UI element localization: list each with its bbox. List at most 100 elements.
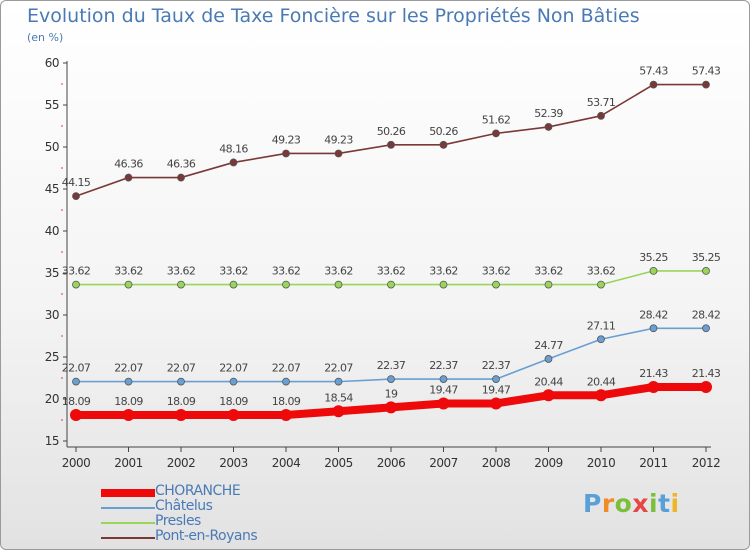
data-label-choranche: 20.44 (534, 375, 563, 388)
y-tick-label: 35 (45, 266, 59, 280)
data-label-choranche: 18.09 (114, 395, 143, 408)
x-tick-label: 2010 (587, 456, 616, 470)
data-label-presles: 33.62 (62, 265, 91, 278)
y-tick-label: 30 (45, 308, 59, 322)
data-point-pont-en-royans (177, 173, 185, 182)
data-label-presles: 33.62 (324, 265, 353, 278)
data-point-presles (229, 280, 238, 289)
data-point-ch-telus (229, 377, 238, 386)
data-point-choranche (385, 401, 397, 414)
data-label-pont-en-royans: 51.62 (482, 113, 511, 126)
data-point-pont-en-royans (282, 149, 290, 158)
y-tick-label: 15 (45, 434, 59, 448)
data-label-choranche: 18.54 (324, 391, 353, 404)
data-point-pont-en-royans (544, 123, 553, 131)
data-label-choranche: 19 (385, 387, 398, 400)
data-point-presles (334, 280, 343, 289)
data-label-ch-telus: 27.11 (587, 319, 616, 332)
data-point-pont-en-royans (387, 140, 395, 149)
data-point-choranche (542, 389, 555, 402)
legend-label-presles: Presles (155, 513, 201, 529)
y-tick-label: 60 (45, 56, 59, 70)
chart-title: Evolution du Taux de Taxe Foncière sur l… (27, 5, 640, 27)
data-point-presles (177, 280, 185, 289)
data-label-pont-en-royans: 57.43 (692, 65, 721, 78)
data-label-ch-telus: 22.07 (219, 362, 248, 375)
proxiti-logo: Proxiti (583, 489, 680, 518)
x-tick-label: 2007 (429, 456, 458, 470)
x-tick-label: 2005 (324, 456, 353, 470)
data-point-ch-telus (334, 377, 343, 386)
logo-letter: r (601, 489, 615, 518)
data-label-ch-telus: 28.42 (692, 308, 721, 321)
data-point-choranche (227, 409, 240, 422)
legend-swatch-ch-telus (101, 507, 155, 509)
data-label-pont-en-royans: 53.71 (587, 96, 616, 109)
data-label-ch-telus: 22.07 (114, 362, 143, 375)
data-label-choranche: 20.44 (587, 375, 616, 388)
data-label-ch-telus: 22.37 (429, 359, 458, 372)
data-label-ch-telus: 22.37 (377, 359, 406, 372)
data-point-ch-telus (649, 324, 658, 333)
logo-letter: o (614, 489, 633, 518)
legend-swatch-pont-en-royans (101, 537, 155, 539)
x-tick-label: 2002 (167, 456, 196, 470)
data-point-pont-en-royans (229, 158, 238, 167)
data-point-presles (439, 280, 448, 289)
data-point-presles (649, 266, 658, 275)
data-label-pont-en-royans: 57.43 (639, 65, 668, 78)
data-label-pont-en-royans: 46.36 (114, 158, 143, 171)
data-label-choranche: 21.43 (639, 367, 668, 380)
data-label-choranche: 18.09 (219, 395, 248, 408)
x-tick-label: 2006 (377, 456, 406, 470)
logo-letter: i (670, 489, 680, 518)
data-point-presles (72, 280, 80, 289)
y-tick-label: 45 (45, 182, 59, 196)
data-label-ch-telus: 22.07 (324, 362, 353, 375)
legend-label-pont-en-royans: Pont-en-Royans (155, 528, 258, 544)
y-axis-unit-label: (en %) (27, 31, 64, 44)
y-tick-label: 55 (45, 98, 59, 112)
data-label-choranche: 21.43 (692, 367, 721, 380)
legend-label-choranche: CHORANCHE (155, 483, 241, 499)
data-label-presles: 33.62 (587, 265, 616, 278)
data-point-ch-telus (492, 375, 500, 383)
data-label-pont-en-royans: 49.23 (272, 133, 301, 146)
data-label-presles: 33.62 (534, 265, 563, 278)
logo-letter: P (583, 489, 602, 518)
data-point-choranche (332, 405, 345, 418)
data-point-choranche (175, 409, 187, 422)
data-point-pont-en-royans (649, 80, 658, 89)
data-point-choranche (122, 409, 135, 422)
data-point-ch-telus (597, 335, 605, 344)
data-label-presles: 33.62 (377, 265, 406, 278)
data-label-pont-en-royans: 50.26 (377, 125, 406, 138)
data-point-pont-en-royans (702, 80, 710, 89)
data-point-pont-en-royans (124, 173, 133, 182)
data-point-pont-en-royans (72, 192, 80, 201)
x-tick-label: 2004 (272, 456, 301, 470)
data-label-presles: 33.62 (429, 265, 458, 278)
data-point-presles (702, 266, 710, 275)
data-label-choranche: 18.09 (167, 395, 196, 408)
data-point-pont-en-royans (597, 111, 605, 120)
logo-letter: t (658, 489, 671, 518)
x-tick-label: 2009 (534, 456, 563, 470)
data-point-choranche (70, 409, 82, 422)
data-label-presles: 33.62 (114, 265, 143, 278)
data-label-choranche: 19.47 (482, 383, 511, 396)
data-label-pont-en-royans: 52.39 (534, 107, 563, 120)
x-tick-label: 2003 (219, 456, 248, 470)
data-point-ch-telus (439, 375, 448, 383)
x-tick-label: 2012 (692, 456, 721, 470)
data-point-presles (597, 280, 605, 289)
data-point-choranche (437, 397, 450, 410)
logo-letter: i (649, 489, 659, 518)
legend-swatch-choranche (101, 489, 155, 497)
data-point-pont-en-royans (492, 129, 500, 138)
data-label-ch-telus: 22.07 (167, 362, 196, 375)
data-label-choranche: 19.47 (429, 383, 458, 396)
data-label-ch-telus: 28.42 (639, 308, 668, 321)
y-tick-label: 20 (45, 392, 59, 406)
